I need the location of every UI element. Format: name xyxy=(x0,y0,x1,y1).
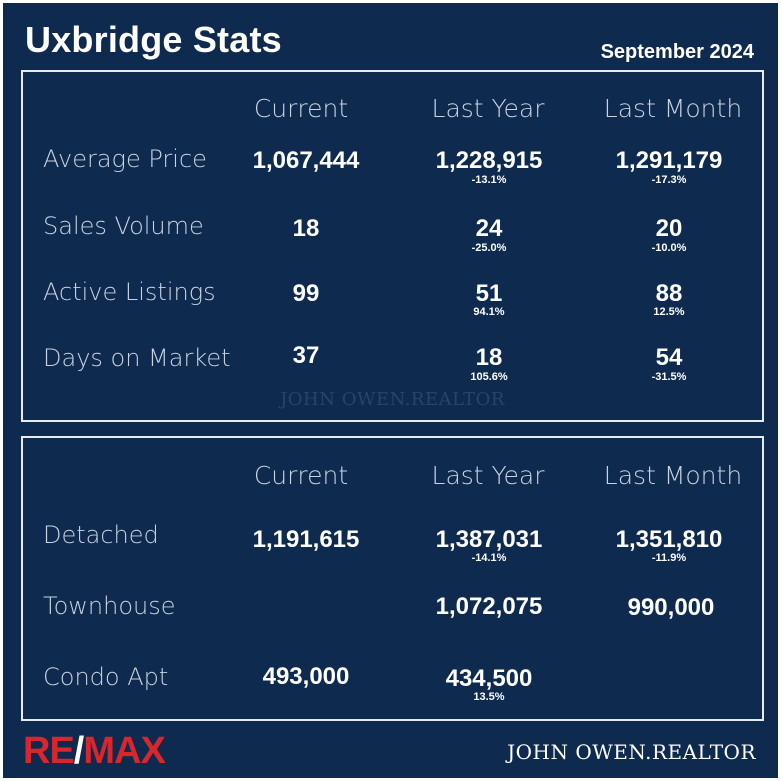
watermark: JOHN OWEN.REALTOR xyxy=(280,389,505,410)
sales-volume-last-year-change: -25.0% xyxy=(471,242,507,254)
condo-apt-last-year-change: 13.5% xyxy=(473,691,505,703)
active-listings-last-month: 88 xyxy=(655,280,683,307)
condo-apt-last-year: 434,500 xyxy=(445,665,533,692)
detached-last-year: 1,387,031 xyxy=(435,526,543,553)
row-label-sales-volume: Sales Volume xyxy=(43,212,204,240)
detached-current: 1,191,615 xyxy=(252,526,360,553)
townhouse-last-year: 1,072,075 xyxy=(435,593,543,620)
average-price-last-year: 1,228,915 xyxy=(435,147,543,174)
row-label-detached: Detached xyxy=(43,521,159,549)
active-listings-last-year: 51 xyxy=(475,280,503,307)
average-price-last-month-change: -17.3% xyxy=(651,174,687,186)
column-header-current: Current xyxy=(253,461,349,490)
days-on-market-current: 37 xyxy=(292,342,320,369)
active-listings-current: 99 xyxy=(292,280,320,307)
column-header-current: Current xyxy=(253,94,349,123)
days-on-market-last-year: 18 xyxy=(475,344,503,371)
overview-panel: Current Last Year Last Month Average Pri… xyxy=(21,70,764,422)
sales-volume-current: 18 xyxy=(292,215,320,242)
remax-logo-re: RE xyxy=(23,730,75,772)
row-label-average-price: Average Price xyxy=(43,145,207,173)
average-price-last-month: 1,291,179 xyxy=(615,147,723,174)
sales-volume-last-month-change: -10.0% xyxy=(651,242,687,254)
detached-last-month-change: -11.9% xyxy=(651,552,687,564)
realtor-signature: JOHN OWEN.REALTOR xyxy=(507,740,756,764)
column-header-last-year: Last Year xyxy=(431,461,545,490)
average-price-current: 1,067,444 xyxy=(252,147,360,174)
remax-logo: RE/MAX xyxy=(23,730,166,772)
column-header-last-year: Last Year xyxy=(431,94,545,123)
property-type-panel: Current Last Year Last Month Detached 1,… xyxy=(21,436,764,721)
remax-logo-slash: / xyxy=(73,730,85,772)
column-header-last-month: Last Month xyxy=(603,94,743,123)
sales-volume-last-year: 24 xyxy=(475,215,503,242)
detached-last-year-change: -14.1% xyxy=(471,552,507,564)
active-listings-last-month-change: 12.5% xyxy=(653,306,685,318)
condo-apt-current: 493,000 xyxy=(262,663,350,690)
days-on-market-last-month-change: -31.5% xyxy=(651,371,687,383)
active-listings-last-year-change: 94.1% xyxy=(473,306,505,318)
row-label-days-on-market: Days on Market xyxy=(43,344,231,372)
page-title: Uxbridge Stats xyxy=(25,19,282,60)
days-on-market-last-year-change: 105.6% xyxy=(470,371,508,383)
days-on-market-last-month: 54 xyxy=(655,344,683,371)
detached-last-month: 1,351,810 xyxy=(615,526,723,553)
row-label-condo-apt: Condo Apt xyxy=(43,663,169,691)
row-label-active-listings: Active Listings xyxy=(43,278,216,306)
report-date: September 2024 xyxy=(600,41,754,63)
sales-volume-last-month: 20 xyxy=(655,215,683,242)
townhouse-last-month: 990,000 xyxy=(627,594,715,621)
column-header-last-month: Last Month xyxy=(603,461,743,490)
average-price-last-year-change: -13.1% xyxy=(471,174,507,186)
remax-logo-max: MAX xyxy=(83,730,165,772)
row-label-townhouse: Townhouse xyxy=(43,592,176,620)
